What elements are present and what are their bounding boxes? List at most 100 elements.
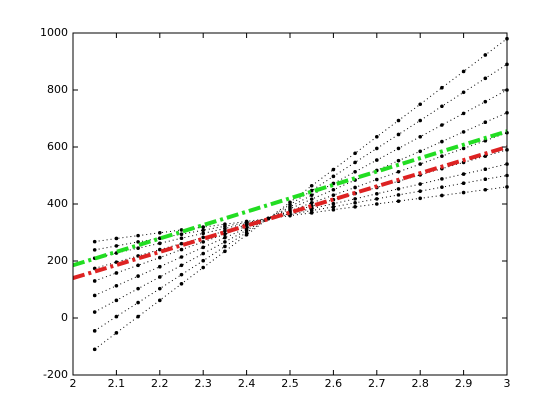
data-point bbox=[201, 231, 205, 236]
x-tick-label: 2.8 bbox=[411, 377, 429, 390]
data-point bbox=[201, 240, 205, 244]
data-point bbox=[331, 187, 336, 192]
data-point bbox=[353, 197, 357, 201]
data-point bbox=[158, 247, 162, 252]
data-point bbox=[92, 329, 97, 333]
data-point bbox=[461, 130, 466, 134]
data-point bbox=[114, 244, 119, 248]
data-point bbox=[331, 174, 336, 179]
data-point bbox=[179, 241, 184, 246]
x-tick-label: 2.1 bbox=[108, 377, 126, 390]
data-point bbox=[179, 247, 184, 252]
data-point bbox=[179, 282, 184, 286]
data-point bbox=[418, 189, 423, 193]
data-point bbox=[440, 154, 444, 158]
data-point bbox=[483, 99, 488, 104]
data-point bbox=[92, 279, 97, 283]
data-point bbox=[158, 275, 162, 279]
data-point bbox=[440, 193, 444, 198]
data-point bbox=[92, 310, 97, 314]
data-point bbox=[418, 118, 423, 123]
data-point bbox=[201, 251, 205, 256]
data-point bbox=[440, 185, 444, 189]
data-point bbox=[309, 197, 314, 201]
data-point bbox=[396, 118, 401, 123]
x-tick-label: 2.7 bbox=[368, 377, 386, 390]
data-point bbox=[396, 146, 401, 151]
y-tick-label: 400 bbox=[47, 197, 68, 210]
data-point bbox=[353, 169, 357, 174]
data-point bbox=[440, 85, 444, 90]
data-point bbox=[136, 263, 140, 268]
data-point bbox=[201, 258, 205, 263]
data-point bbox=[396, 193, 401, 197]
data-point bbox=[461, 181, 466, 185]
data-point bbox=[136, 274, 140, 278]
data-point bbox=[179, 236, 184, 240]
data-point bbox=[331, 205, 336, 209]
data-point bbox=[418, 162, 423, 166]
data-point bbox=[114, 314, 119, 319]
data-point bbox=[223, 235, 227, 240]
data-point bbox=[461, 69, 466, 74]
data-point bbox=[331, 167, 336, 172]
data-point bbox=[440, 104, 444, 109]
data-point bbox=[396, 132, 401, 137]
data-point bbox=[483, 187, 488, 192]
y-tick-label: -200 bbox=[43, 368, 68, 381]
data-point bbox=[158, 286, 162, 291]
data-point bbox=[201, 235, 205, 240]
data-point bbox=[309, 201, 314, 205]
data-point bbox=[179, 232, 184, 237]
data-point bbox=[483, 53, 488, 57]
data-point bbox=[201, 225, 205, 229]
data-point bbox=[375, 146, 379, 151]
data-point bbox=[92, 293, 97, 298]
data-point bbox=[483, 177, 488, 182]
data-point bbox=[418, 102, 423, 107]
data-point bbox=[92, 248, 97, 252]
data-point bbox=[418, 134, 423, 139]
data-point bbox=[92, 239, 97, 244]
data-point bbox=[440, 139, 444, 144]
data-point bbox=[136, 233, 140, 238]
data-point bbox=[418, 149, 423, 154]
data-point bbox=[114, 298, 119, 303]
data-point bbox=[353, 201, 357, 205]
data-point bbox=[223, 240, 227, 244]
x-tick-label: 2 bbox=[70, 377, 77, 390]
data-point bbox=[353, 185, 357, 190]
data-point bbox=[440, 123, 444, 127]
data-point bbox=[92, 347, 97, 352]
data-point bbox=[418, 182, 423, 186]
x-tick-label: 3 bbox=[504, 377, 511, 390]
x-tick-label: 2.3 bbox=[194, 377, 212, 390]
data-point bbox=[158, 255, 162, 260]
data-point bbox=[396, 187, 401, 191]
data-point bbox=[309, 211, 314, 215]
data-point bbox=[396, 199, 401, 203]
series-line bbox=[94, 163, 508, 259]
x-tick-label: 2.5 bbox=[281, 377, 299, 390]
data-point bbox=[309, 183, 314, 188]
data-point bbox=[223, 229, 227, 233]
series-line bbox=[72, 145, 508, 281]
data-point bbox=[483, 120, 488, 125]
data-point bbox=[331, 193, 336, 197]
data-point bbox=[396, 158, 401, 163]
data-point bbox=[375, 134, 379, 139]
data-point bbox=[331, 201, 336, 206]
data-point bbox=[461, 90, 466, 95]
data-point bbox=[440, 177, 444, 181]
data-point bbox=[114, 283, 119, 288]
data-point bbox=[114, 236, 119, 241]
data-point bbox=[201, 228, 205, 233]
data-point bbox=[136, 314, 140, 319]
data-point bbox=[353, 205, 357, 209]
data-point bbox=[223, 222, 227, 227]
data-point bbox=[375, 191, 379, 196]
x-tick-label: 2.6 bbox=[325, 377, 343, 390]
data-point bbox=[179, 255, 184, 259]
data-point bbox=[114, 331, 119, 335]
data-point bbox=[136, 240, 140, 244]
